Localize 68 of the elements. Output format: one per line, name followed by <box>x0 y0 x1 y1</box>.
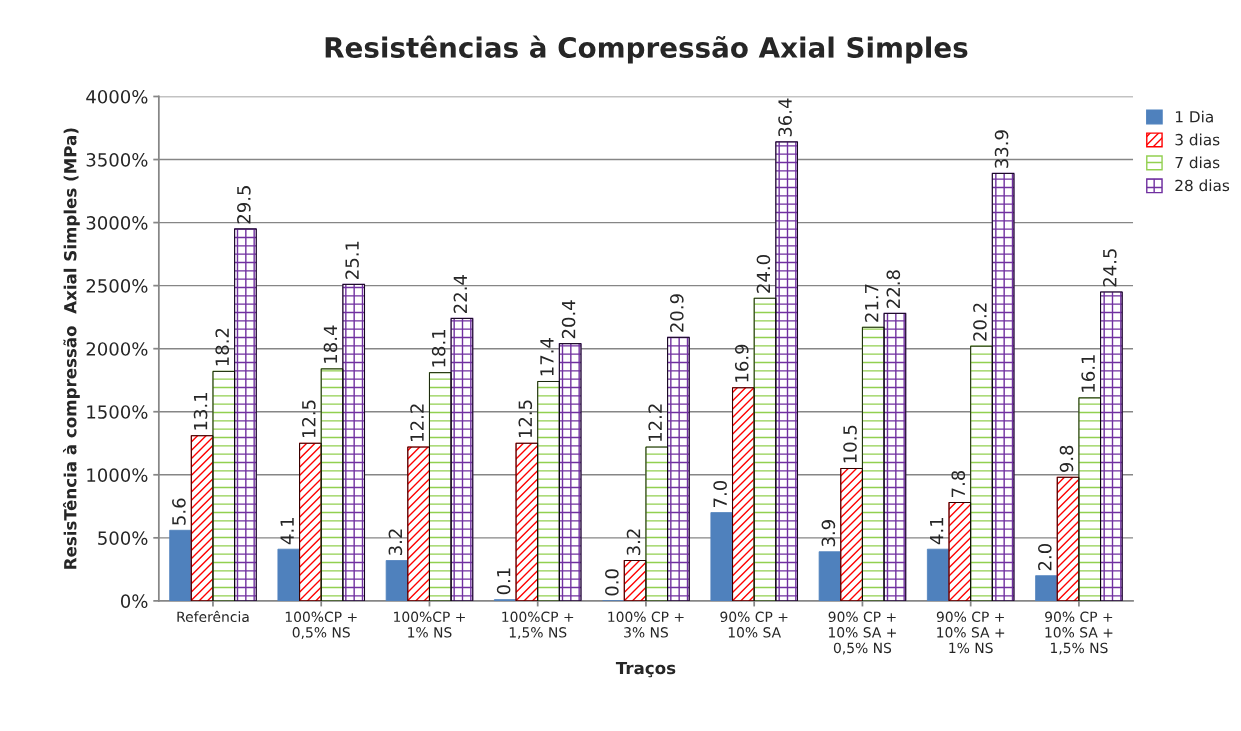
data-label: 10.5 <box>843 425 857 463</box>
bar <box>926 548 950 601</box>
data-label: 24.5 <box>1102 249 1117 287</box>
data-label: 18.4 <box>323 325 338 363</box>
data-label: 16.1 <box>1081 355 1095 392</box>
data-label: 24.0 <box>756 255 771 293</box>
data-label: 7.8 <box>951 470 966 497</box>
data-label: 0.1 <box>496 568 511 595</box>
x-tick-label: 100% CP + 3% NS <box>608 611 684 638</box>
data-label: 12.2 <box>648 404 662 441</box>
data-label: 13.1 <box>193 392 208 430</box>
data-label: 12.5 <box>301 400 316 438</box>
data-label: 12.5 <box>518 400 533 438</box>
data-label: 20.9 <box>669 294 684 332</box>
y-tick-label: 3000% <box>86 216 148 230</box>
y-tick-label: 3500% <box>86 153 148 167</box>
data-label: 22.8 <box>886 270 901 308</box>
x-axis-title: Traços <box>615 661 676 678</box>
data-label: 2.0 <box>1038 543 1052 571</box>
legend-label: 28 dias <box>1175 179 1230 192</box>
bar <box>710 512 733 601</box>
data-label: 20.4 <box>561 300 576 339</box>
data-label: 21.7 <box>864 284 879 322</box>
bar <box>277 548 300 601</box>
legend-label: 7 dias <box>1175 156 1220 169</box>
x-tick-label: Referência <box>177 610 249 623</box>
data-label: 29.5 <box>237 186 251 224</box>
y-axis-title: ResisTência à compressão Axial Simples (MPa) <box>62 128 80 569</box>
y-tick-label: 1500% <box>87 405 148 419</box>
data-label: 33.9 <box>994 130 1009 168</box>
chart-title: Resistências à Compressão Axial Simples <box>325 35 968 64</box>
data-label: 17.4 <box>540 338 554 376</box>
y-tick-label: 0% <box>120 594 148 608</box>
data-label: 20.2 <box>973 303 987 341</box>
data-label: 4.1 <box>280 517 294 545</box>
data-label: 4.1 <box>930 517 944 545</box>
data-label: 0.0 <box>605 569 619 596</box>
x-tick-label: 100%CP + 1,5% NS <box>502 611 574 640</box>
data-label: 3.2 <box>626 529 641 555</box>
y-tick-label: 500% <box>98 531 148 545</box>
x-tick-label: 90% CP + 10% SA + 1% NS <box>936 611 1005 654</box>
x-tick-label: 90% CP + 10% SA + 0,5% NS <box>828 611 896 655</box>
y-tick-label: 4000% <box>86 89 148 104</box>
data-label: 12.2 <box>410 404 424 441</box>
data-label: 36.4 <box>778 98 792 137</box>
data-label: 18.2 <box>215 328 230 366</box>
bar <box>169 529 192 601</box>
x-tick-label: 90% CP + 10% SA + 1,5% NS <box>1045 611 1113 655</box>
data-label: 3.9 <box>821 520 836 547</box>
legend-label: 3 dias <box>1175 133 1220 146</box>
bar <box>1035 575 1058 601</box>
data-label: 18.1 <box>431 329 446 367</box>
bar <box>385 560 409 601</box>
data-label: 25.1 <box>345 241 359 279</box>
data-label: 16.9 <box>734 344 749 382</box>
y-tick-label: 2000% <box>86 342 148 356</box>
x-tick-label: 100%CP + 1% NS <box>394 611 465 638</box>
data-label: 9.8 <box>1059 445 1074 472</box>
data-label: 22.4 <box>453 275 467 313</box>
data-label: 7.0 <box>713 480 727 507</box>
bar <box>818 551 842 601</box>
x-tick-label: 90% CP + 10% SA <box>720 611 788 638</box>
x-tick-label: 100%CP + 0,5% NS <box>285 611 357 640</box>
y-tick-label: 2500% <box>86 279 148 293</box>
legend-label: 1 Dia <box>1175 110 1213 123</box>
y-tick-label: 1000% <box>87 468 148 482</box>
data-label: 3.2 <box>388 529 403 555</box>
data-label: 5.6 <box>172 498 186 525</box>
